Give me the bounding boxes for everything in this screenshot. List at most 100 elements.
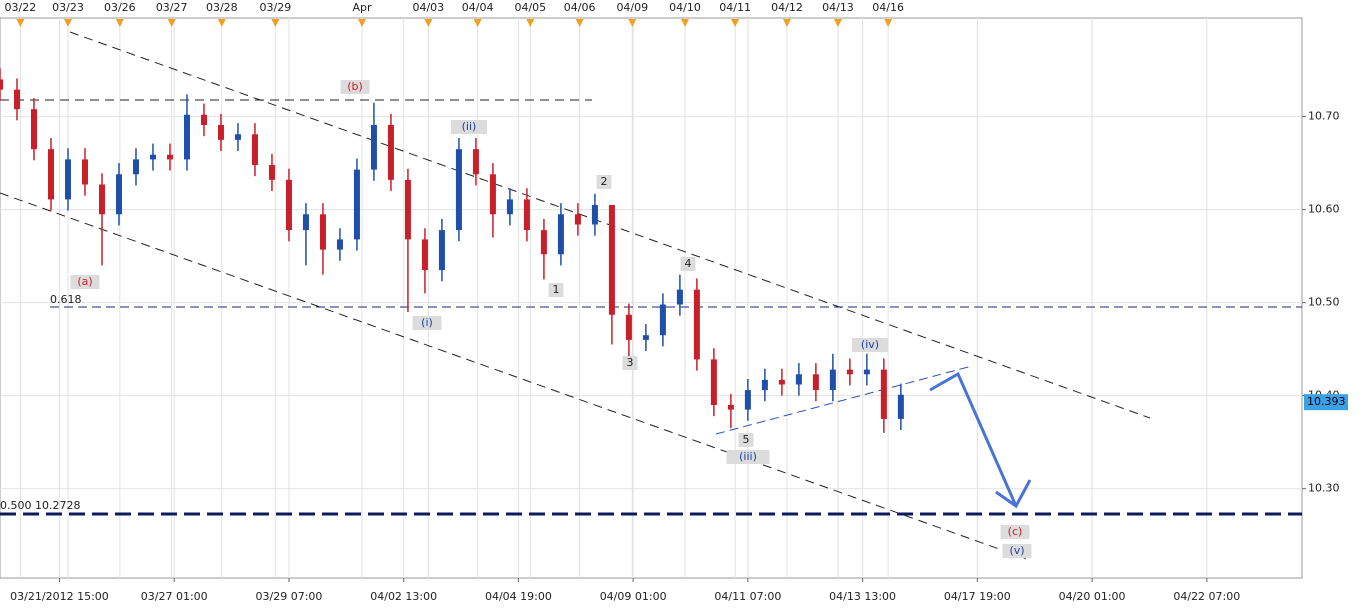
wave-label-bg — [738, 433, 754, 447]
candle-body — [727, 404, 734, 410]
wave-label: (a) — [77, 275, 92, 288]
wedge-line — [715, 365, 973, 435]
y-tick-label: 10.50 — [1308, 296, 1340, 309]
session-marker — [782, 19, 791, 27]
candle-body — [591, 204, 598, 225]
candle-body — [625, 314, 632, 340]
candle-body — [676, 289, 683, 305]
candle-body — [132, 159, 139, 175]
candle-body — [523, 199, 530, 231]
candle-body — [336, 239, 343, 250]
candle-body — [13, 89, 20, 110]
session-marker — [680, 19, 689, 27]
x-tick-label: 04/02 13:00 — [370, 590, 437, 603]
candle-body — [183, 114, 190, 160]
top-tick-label: 03/26 — [104, 1, 136, 14]
wave-label-bg — [1002, 544, 1032, 558]
plot-area — [0, 17, 1303, 579]
x-tick-label: 04/22 07:00 — [1173, 590, 1240, 603]
candle-body — [812, 374, 819, 391]
candle-body — [438, 230, 445, 271]
candle-body — [897, 394, 904, 419]
wave-label-bg — [596, 175, 612, 189]
candle-body — [47, 149, 54, 200]
top-tick-label: 04/11 — [719, 1, 751, 14]
session-marker — [358, 19, 367, 27]
candle-body — [30, 109, 37, 150]
wave-label-bg — [622, 356, 638, 370]
candle-body — [421, 239, 428, 271]
candle-body — [693, 289, 700, 360]
top-tick-label: 04/05 — [514, 1, 546, 14]
candles — [0, 68, 904, 433]
candle-body — [0, 79, 3, 90]
session-marker — [884, 19, 893, 27]
session-marker — [63, 19, 72, 27]
wave-label-bg — [852, 338, 888, 352]
x-tick-label: 04/20 01:00 — [1059, 590, 1126, 603]
candle-body — [880, 369, 887, 419]
candle-body — [710, 359, 717, 405]
x-tick-label: 04/11 07:00 — [714, 590, 781, 603]
candle-body — [166, 154, 173, 160]
wave-label: (i) — [421, 316, 433, 329]
candle-body — [353, 169, 360, 240]
level-label: 0.500 10.2728 — [0, 499, 80, 512]
x-tick-label: 04/09 01:00 — [600, 590, 667, 603]
candle-body — [251, 134, 258, 165]
x-tick-label: 03/21/2012 15:00 — [10, 590, 109, 603]
x-tick-label: 04/13 13:00 — [829, 590, 896, 603]
candle-body — [268, 164, 275, 180]
candle-body — [744, 390, 751, 410]
top-tick-label: 04/06 — [564, 1, 596, 14]
wave-label-bg — [548, 283, 564, 297]
arrow-head — [995, 479, 1032, 509]
session-marker — [167, 19, 176, 27]
candle-body — [149, 154, 156, 160]
candle-body — [302, 214, 309, 231]
candle-body — [81, 159, 88, 185]
top-tick-label: 03/22 — [5, 1, 37, 14]
candle-body — [795, 374, 802, 385]
top-tick-label: 04/16 — [872, 1, 904, 14]
candle-body — [370, 124, 377, 170]
x-tick-label: 04/04 19:00 — [485, 590, 552, 603]
candle-body — [319, 214, 326, 250]
wave-label-bg — [451, 120, 487, 134]
projection-arrow — [929, 371, 1018, 507]
wave-label: (b) — [347, 80, 363, 93]
candle-body — [761, 379, 768, 391]
x-tick-label: 04/17 19:00 — [944, 590, 1011, 603]
last-price-box — [1304, 394, 1348, 411]
candle-body — [778, 379, 785, 385]
candle-body — [64, 159, 71, 200]
session-marker — [833, 19, 842, 27]
session-marker — [424, 19, 433, 27]
top-tick-label: 03/28 — [206, 1, 238, 14]
wave-label: 3 — [627, 356, 634, 369]
wave-label: 5 — [743, 433, 750, 446]
wave-label-bg — [70, 275, 100, 289]
candle-body — [404, 179, 411, 240]
session-marker — [628, 19, 637, 27]
candle-body — [285, 179, 292, 231]
candle-body — [387, 124, 394, 180]
wave-label-bg — [726, 450, 770, 464]
top-tick-label: 04/03 — [412, 1, 444, 14]
wave-label-bg — [1000, 525, 1030, 539]
wave-label: (iii) — [739, 450, 757, 463]
grid — [0, 18, 1302, 578]
session-marker — [271, 19, 280, 27]
top-tick-label: 03/29 — [260, 1, 292, 14]
candle-body — [200, 114, 207, 125]
candle-body — [846, 369, 853, 375]
candle-body — [829, 369, 836, 391]
top-tick-label: 03/27 — [156, 1, 188, 14]
candle-body — [217, 124, 224, 140]
x-tick-label: 03/29 07:00 — [256, 590, 323, 603]
top-tick-label: 03/23 — [52, 1, 84, 14]
candle-body — [863, 369, 870, 375]
session-marker — [115, 19, 124, 27]
wave-label: 1 — [553, 283, 560, 296]
top-tick-label: 04/09 — [616, 1, 648, 14]
